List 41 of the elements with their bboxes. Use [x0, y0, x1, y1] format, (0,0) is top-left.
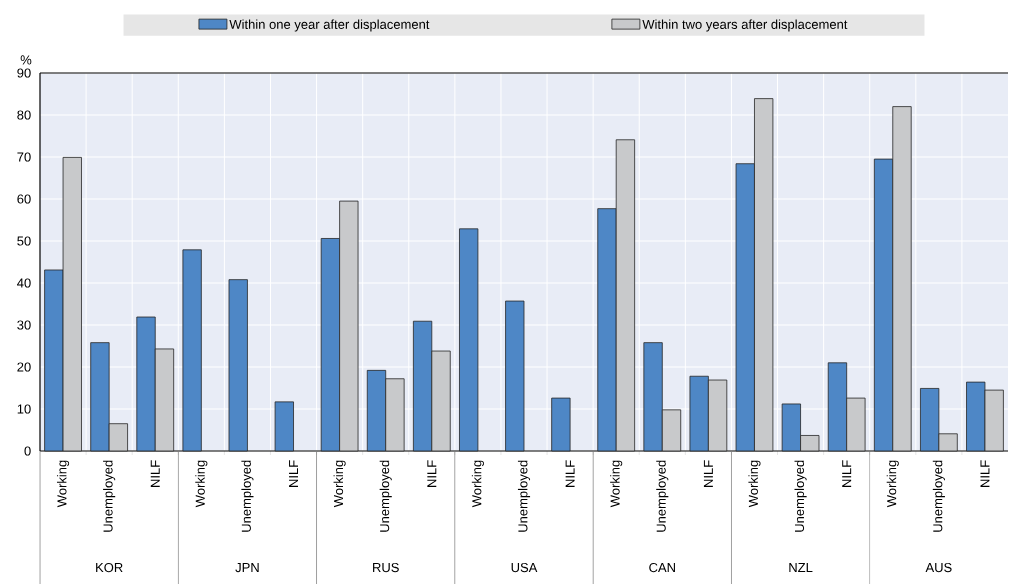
text: NZL — [789, 563, 813, 572]
y-tick-label: 0 — [24, 446, 31, 456]
x-tick-label: NILF — [427, 460, 437, 487]
y-tick-label: 30 — [17, 320, 31, 330]
y-tick-label: 70 — [17, 152, 31, 162]
text: JPN — [235, 563, 259, 573]
y-tick-label: 80 — [17, 110, 31, 120]
legend-label: Within one year after displacement — [229, 19, 430, 32]
x-tick-label: NILF — [980, 460, 990, 487]
x-tick-label: Unemployed — [517, 460, 531, 532]
x-tick-label: Working — [471, 460, 484, 508]
text: RUS — [373, 562, 399, 573]
x-tick-label: Unemployed — [241, 460, 254, 532]
text: CAN — [649, 562, 675, 573]
x-tick-label: NILF — [150, 460, 160, 487]
x-tick-label: Working — [748, 460, 761, 508]
x-tick-label: Working — [56, 460, 70, 508]
y-tick-label: 60 — [17, 194, 31, 204]
text: USA — [511, 562, 538, 573]
x-tick-label: NILF — [703, 460, 713, 487]
legend-label: Within two years after displacement — [642, 19, 848, 32]
y-axis-title: % — [20, 55, 32, 65]
x-tick-label: Unemployed — [794, 460, 807, 532]
x-tick-label: Working — [610, 460, 623, 508]
x-tick-label: Unemployed — [932, 460, 945, 532]
x-tick-label: Unemployed — [103, 460, 116, 532]
text: AUS — [925, 562, 952, 573]
x-tick-label: NILF — [842, 460, 852, 487]
x-tick-label: Working — [333, 460, 346, 508]
x-tick-label: Unemployed — [656, 460, 669, 532]
text: KOR — [96, 562, 123, 573]
x-tick-label: Working — [886, 460, 899, 508]
x-tick-label: Unemployed — [379, 460, 392, 532]
x-tick-label: Working — [195, 460, 208, 508]
y-tick-label: 40 — [17, 278, 31, 288]
y-tick-label: 50 — [17, 236, 31, 246]
y-tick-label: 10 — [17, 404, 31, 414]
y-tick-label: 90 — [17, 68, 31, 78]
x-tick-label: NILF — [565, 460, 575, 487]
x-tick-label: NILF — [289, 460, 298, 487]
y-tick-label: 20 — [17, 362, 31, 372]
